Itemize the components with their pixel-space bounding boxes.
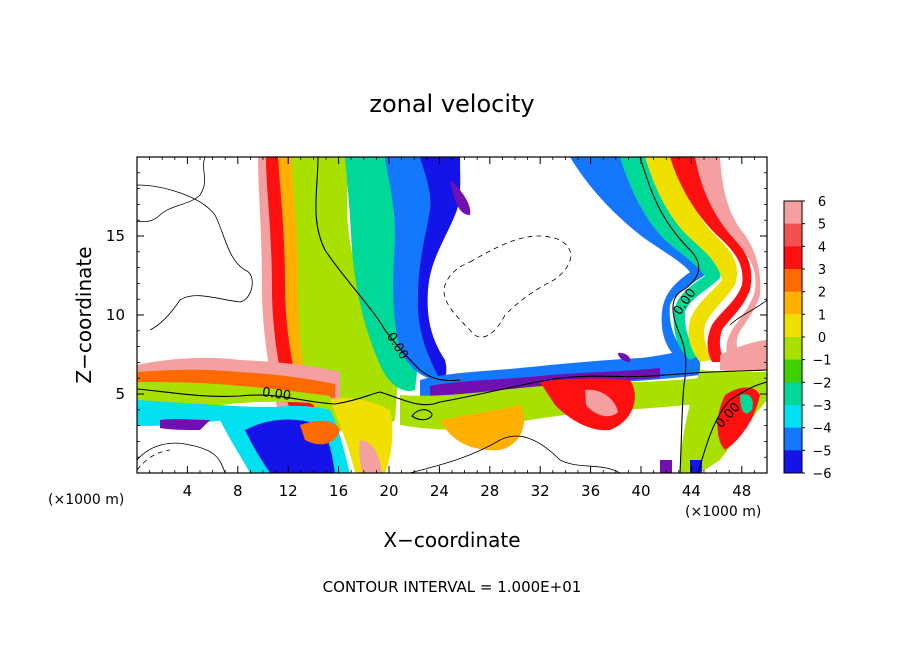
y-tick-label: 15: [106, 227, 125, 245]
thin-contour-line: [137, 157, 206, 223]
field-band: [450, 180, 471, 215]
dashed-contour-line: [137, 449, 171, 471]
field-band: [292, 157, 400, 434]
colorbar-label: −2: [812, 376, 831, 391]
colorbar-swatch: [784, 450, 802, 474]
colorbar: 6 5 4 3 2 1 0 −1 −2 −3 −4 −5 −6: [783, 195, 832, 482]
colorbar-label: −1: [812, 354, 831, 369]
field-band: [695, 157, 761, 362]
field-band: [160, 419, 210, 430]
field-band: [417, 157, 461, 380]
colorbar-label: 2: [818, 286, 826, 301]
velocity-field: [137, 157, 767, 473]
field-band: [645, 157, 738, 362]
x-unit-left: (×1000 m): [48, 492, 124, 508]
x-tick-label: 20: [379, 482, 398, 500]
field-band: [385, 157, 442, 380]
thin-contour-line: [137, 184, 253, 331]
thin-contour-line: [729, 299, 767, 326]
colorbar-swatch: [784, 269, 802, 293]
dashed-contour-line: [443, 235, 572, 338]
colorbar-swatch: [784, 223, 802, 247]
y-axis: 5 10 15: [106, 172, 767, 458]
x-unit-right: (×1000 m): [685, 504, 761, 520]
colorbar-label: 0: [818, 331, 826, 346]
y-tick-label: 5: [115, 385, 125, 403]
colorbar-label: −6: [812, 467, 831, 482]
colorbar-swatch: [784, 291, 802, 315]
field-band: [620, 157, 721, 360]
x-tick-label: 16: [329, 482, 348, 500]
colorbar-swatch: [784, 201, 802, 225]
x-tick-label: 28: [480, 482, 499, 500]
x-axis-label: X−coordinate: [383, 528, 520, 552]
zero-contour-line: [697, 381, 767, 473]
x-tick-label: 12: [279, 482, 298, 500]
x-tick-label: 48: [732, 482, 751, 500]
x-tick-label: 44: [682, 482, 701, 500]
zero-contour-line: [639, 157, 700, 473]
colorbar-label: −3: [812, 399, 831, 414]
x-tick-label: 32: [531, 482, 550, 500]
zero-contour-line: [315, 157, 461, 382]
chart-title: zonal velocity: [369, 90, 534, 118]
colorbar-swatch: [784, 405, 802, 429]
contour-interval-note: CONTOUR INTERVAL = 1.000E+01: [323, 578, 582, 596]
field-band: [670, 157, 752, 362]
x-tick-label: 24: [430, 482, 449, 500]
contour-lines: [137, 157, 767, 473]
colorbar-label: 6: [818, 195, 826, 210]
colorbar-swatch: [784, 337, 802, 361]
field-band: [618, 352, 631, 362]
contour-label: 0.00: [261, 385, 292, 404]
colorbar-swatch: [784, 359, 802, 383]
colorbar-label: 4: [818, 240, 826, 255]
colorbar-label: −4: [812, 422, 831, 437]
colorbar-label: −5: [812, 444, 831, 459]
colorbar-label: 1: [818, 308, 826, 323]
thin-contour-line: [137, 442, 226, 473]
colorbar-label: 5: [818, 218, 826, 233]
y-tick-label: 10: [106, 306, 125, 324]
colorbar-label: 3: [818, 263, 826, 278]
x-tick-label: 8: [233, 482, 243, 500]
thin-contour-line: [409, 435, 621, 473]
x-tick-label: 36: [581, 482, 600, 500]
field-band: [300, 420, 340, 445]
colorbar-swatch: [784, 246, 802, 270]
y-axis-label: Z−coordinate: [72, 246, 96, 383]
x-tick-label: 40: [631, 482, 650, 500]
x-axis: 4 8 12 16 20 24 28 32 36 40 44 48: [149, 157, 755, 500]
colorbar-swatch: [784, 382, 802, 406]
zero-contour-line: [411, 409, 433, 421]
x-tick-label: 4: [183, 482, 193, 500]
field-band: [660, 460, 672, 473]
field-band: [585, 389, 618, 417]
field-band: [720, 340, 767, 372]
field-band: [740, 394, 753, 414]
zero-contour-line: [137, 369, 767, 406]
colorbar-swatch: [784, 427, 802, 451]
colorbar-swatch: [784, 314, 802, 338]
field-band: [359, 440, 382, 473]
